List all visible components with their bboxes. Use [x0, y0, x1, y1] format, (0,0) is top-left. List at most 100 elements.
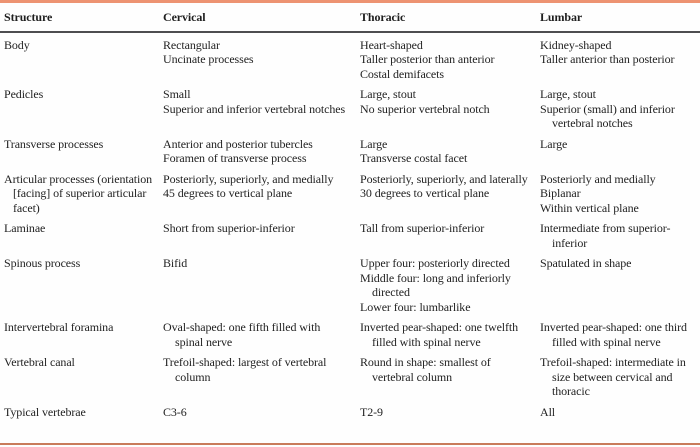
structure-cell: Body	[0, 32, 163, 88]
thoracic-cell: Heart-shaped Taller posterior than anteri…	[360, 32, 540, 88]
column-header-structure: Structure	[0, 3, 163, 33]
cell-line: Lower four: lumbarlike	[360, 299, 471, 314]
cervical-cell: Anterior and posterior tubercles Foramen …	[163, 137, 360, 172]
lumbar-cell: Intermediate from superior-inferior	[540, 221, 700, 256]
cell-line: Small	[163, 87, 191, 101]
cell-line: C3-6	[163, 404, 187, 419]
column-header-cervical: Cervical	[163, 3, 360, 33]
cell-line: T2-9	[360, 404, 383, 419]
cell-line: Inverted pear-shaped: one third filled w…	[540, 320, 687, 349]
thoracic-cell: T2-9	[360, 405, 540, 426]
cell-line: Costal demifacets	[360, 66, 444, 81]
cell-line: Kidney-shaped	[540, 37, 612, 52]
cell-line: Posteriorly, superiorly, and laterally	[360, 171, 528, 186]
cervical-cell: Rectangular Uncinate processes	[163, 32, 360, 88]
structure-label: Body	[4, 37, 30, 52]
table-row: Intervertebral foramina Oval-shaped: one …	[0, 320, 700, 355]
thoracic-cell: Posteriorly, superiorly, and laterally 30…	[360, 172, 540, 222]
table-body: Body Rectangular Uncinate processes Heart-s…	[0, 32, 700, 426]
cell-line: No superior vertebral notch	[360, 101, 490, 116]
cell-line: 30 degrees to vertical plane	[360, 186, 490, 200]
cervical-cell: Small Superior and inferior vertebral not…	[163, 87, 360, 137]
thoracic-cell: Large, stout No superior vertebral notch	[360, 87, 540, 137]
cell-line: Trefoil-shaped: largest of vertebral col…	[163, 355, 327, 384]
lumbar-cell: All	[540, 405, 700, 426]
column-header-lumbar: Lumbar	[540, 3, 700, 33]
cell-line: Spatulated in shape	[540, 256, 632, 270]
table-row: Vertebral canal Trefoil-shaped: largest o…	[0, 355, 700, 405]
header-row: Structure Cervical Thoracic Lumbar	[0, 3, 700, 33]
table-row: Typical vertebrae C3-6 T2-9 All	[0, 405, 700, 426]
cell-line: Biplanar	[540, 186, 581, 200]
top-rule	[0, 0, 700, 3]
lumbar-cell: Trefoil-shaped: intermediate in size bet…	[540, 355, 700, 405]
cell-line: Round in shape: smallest of vertebral co…	[360, 355, 491, 384]
cervical-cell: Posteriorly, superiorly, and medially 45 …	[163, 172, 360, 222]
table-row: Body Rectangular Uncinate processes Heart-s…	[0, 32, 700, 88]
cell-line: Posteriorly and medially	[540, 171, 656, 186]
cell-line: Middle four: long and inferiorly directe…	[360, 270, 511, 300]
cell-line: Transverse costal facet	[360, 151, 468, 165]
cell-line: Rectangular	[163, 37, 220, 52]
thoracic-cell: Tall from superior-inferior	[360, 221, 540, 256]
table-row: Laminae Short from superior-inferior Tall …	[0, 221, 700, 256]
structure-label: Vertebral canal	[4, 355, 75, 369]
cell-line: Superior (small) and inferior vertebral …	[540, 101, 675, 131]
lumbar-cell: Kidney-shaped Taller anterior than poster…	[540, 32, 700, 88]
cell-line: All	[540, 404, 556, 419]
thoracic-cell: Upper four: posteriorly directed Middle f…	[360, 256, 540, 320]
structure-label: Articular processes (orientation [facing…	[4, 171, 153, 215]
table-row: Pedicles Small Superior and inferior verte…	[0, 87, 700, 137]
cell-line: Within vertical plane	[540, 200, 639, 215]
lumbar-cell: Spatulated in shape	[540, 256, 700, 320]
structure-label: Pedicles	[4, 87, 44, 101]
cervical-cell: Trefoil-shaped: largest of vertebral col…	[163, 355, 360, 405]
structure-cell: Laminae	[0, 221, 163, 256]
thoracic-cell: Inverted pear-shaped: one twelfth filled…	[360, 320, 540, 355]
structure-cell: Spinous process	[0, 256, 163, 320]
cervical-cell: Bifid	[163, 256, 360, 320]
cell-line: Upper four: posteriorly directed	[360, 256, 510, 270]
structure-cell: Articular processes (orientation [facing…	[0, 172, 163, 222]
cell-line: Large, stout	[360, 87, 416, 101]
lumbar-cell: Posteriorly and medially Biplanar Within v…	[540, 172, 700, 222]
lumbar-cell: Large, stout Superior (small) and inferio…	[540, 87, 700, 137]
thoracic-cell: Round in shape: smallest of vertebral co…	[360, 355, 540, 405]
table-header: Structure Cervical Thoracic Lumbar	[0, 3, 700, 33]
table-row: Articular processes (orientation [facing…	[0, 172, 700, 222]
lumbar-cell: Large	[540, 137, 700, 172]
structure-cell: Typical vertebrae	[0, 405, 163, 426]
bottom-rule	[0, 443, 700, 445]
cell-line: Taller posterior than anterior	[360, 52, 495, 66]
cell-line: Heart-shaped	[360, 37, 423, 52]
cell-line: Anterior and posterior tubercles	[163, 136, 313, 151]
lumbar-cell: Inverted pear-shaped: one third filled w…	[540, 320, 700, 355]
cell-line: Large	[540, 136, 568, 151]
cell-line: Short from superior-inferior	[163, 221, 295, 235]
vertebrae-comparison-table: Structure Cervical Thoracic Lumbar Body Rect…	[0, 3, 700, 425]
cell-line: Uncinate processes	[163, 52, 254, 66]
structure-cell: Transverse processes	[0, 137, 163, 172]
cell-line: Oval-shaped: one fifth filled with spina…	[163, 320, 321, 349]
table-row: Transverse processes Anterior and posteri…	[0, 137, 700, 172]
cell-line: Taller anterior than posterior	[540, 52, 675, 66]
table-row: Spinous process Bifid Upper four: posterio…	[0, 256, 700, 320]
structure-label: Spinous process	[4, 256, 81, 270]
structure-label: Typical vertebrae	[4, 404, 86, 419]
cell-line: Inverted pear-shaped: one twelfth filled…	[360, 320, 519, 349]
cell-line: Large	[360, 136, 388, 151]
structure-cell: Intervertebral foramina	[0, 320, 163, 355]
cell-line: Large, stout	[540, 87, 596, 101]
cell-line: Posteriorly, superiorly, and medially	[163, 171, 334, 186]
cervical-cell: C3-6	[163, 405, 360, 426]
cell-line: Superior and inferior vertebral notches	[163, 101, 346, 116]
cervical-cell: Short from superior-inferior	[163, 221, 360, 256]
column-header-thoracic: Thoracic	[360, 3, 540, 33]
structure-cell: Vertebral canal	[0, 355, 163, 405]
cell-line: Tall from superior-inferior	[360, 221, 485, 235]
cell-line: Intermediate from superior-inferior	[540, 221, 671, 250]
cell-line: 45 degrees to vertical plane	[163, 186, 293, 200]
thoracic-cell: Large Transverse costal facet	[360, 137, 540, 172]
cell-line: Foramen of transverse process	[163, 151, 307, 165]
